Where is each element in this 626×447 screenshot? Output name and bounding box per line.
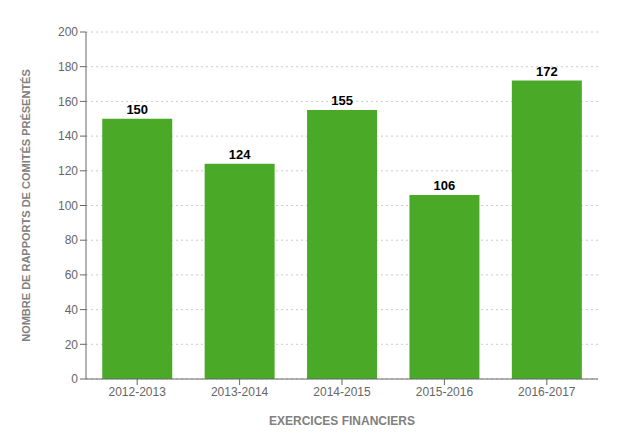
svg-text:172: 172	[536, 64, 558, 79]
svg-text:40: 40	[65, 303, 79, 317]
svg-text:100: 100	[58, 199, 78, 213]
svg-text:80: 80	[65, 233, 79, 247]
svg-text:140: 140	[58, 129, 78, 143]
svg-text:20: 20	[65, 338, 79, 352]
svg-text:EXERCICES FINANCIERS: EXERCICES FINANCIERS	[269, 414, 415, 428]
svg-text:106: 106	[434, 178, 456, 193]
svg-text:2015-2016: 2015-2016	[416, 385, 474, 399]
svg-text:200: 200	[58, 25, 78, 39]
svg-text:NOMBRE DE RAPPORTS DE COMITÉS: NOMBRE DE RAPPORTS DE COMITÉS PRÉSENTÉS	[20, 69, 32, 342]
svg-text:2016-2017: 2016-2017	[518, 385, 576, 399]
svg-text:160: 160	[58, 95, 78, 109]
svg-text:124: 124	[229, 147, 251, 162]
svg-text:60: 60	[65, 268, 79, 282]
svg-text:150: 150	[126, 102, 148, 117]
svg-text:0: 0	[71, 372, 78, 386]
svg-text:155: 155	[331, 93, 353, 108]
svg-text:2012-2013: 2012-2013	[109, 385, 167, 399]
svg-text:120: 120	[58, 164, 78, 178]
svg-text:180: 180	[58, 60, 78, 74]
svg-text:2013-2014: 2013-2014	[211, 385, 269, 399]
svg-text:2014-2015: 2014-2015	[313, 385, 371, 399]
